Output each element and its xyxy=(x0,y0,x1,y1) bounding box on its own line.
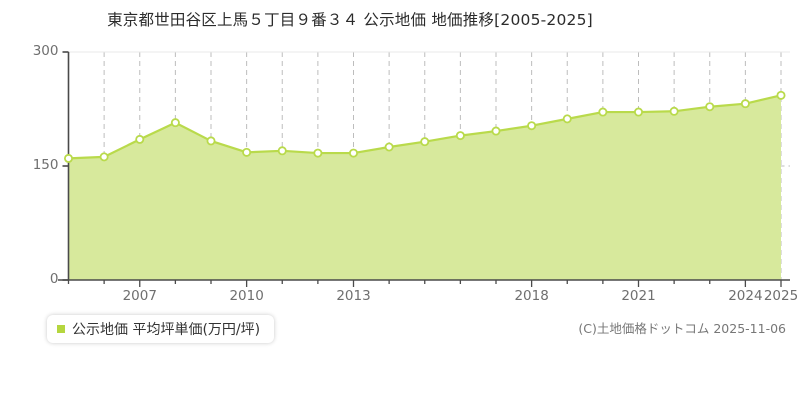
data-point-marker[interactable] xyxy=(740,99,750,109)
data-point-marker[interactable] xyxy=(277,146,287,156)
data-point-marker[interactable] xyxy=(206,136,216,146)
y-axis-tick-label: 150 xyxy=(32,157,59,173)
data-point-marker[interactable] xyxy=(705,102,715,112)
data-point-marker[interactable] xyxy=(135,134,145,144)
copyright-credit: (C)土地価格ドットコム 2025-11-06 xyxy=(578,321,786,336)
data-point-marker[interactable] xyxy=(64,153,74,163)
data-point-marker[interactable] xyxy=(527,121,537,131)
x-axis-tick-label: 2013 xyxy=(336,288,371,304)
data-point-marker[interactable] xyxy=(313,148,323,158)
y-axis-tick-label: 0 xyxy=(49,271,59,287)
data-point-marker[interactable] xyxy=(384,142,394,152)
data-point-marker[interactable] xyxy=(634,107,644,117)
data-point-marker[interactable] xyxy=(99,152,109,162)
x-axis-tick-label: 2025 xyxy=(763,288,799,304)
data-point-marker[interactable] xyxy=(562,114,572,124)
data-point-marker[interactable] xyxy=(420,137,430,147)
legend-label: 公示地価 平均坪単価(万円/坪) xyxy=(72,322,261,338)
y-axis-tick-label: 300 xyxy=(32,43,59,59)
chart-legend: 公示地価 平均坪単価(万円/坪) xyxy=(47,315,275,343)
y-axis-ticks xyxy=(62,51,69,281)
series-area-fill xyxy=(68,95,781,280)
x-axis-tick-label: 2024 xyxy=(728,288,763,304)
x-axis-tick-label: 2007 xyxy=(122,288,157,304)
data-point-marker[interactable] xyxy=(598,107,608,117)
data-point-marker[interactable] xyxy=(776,90,786,100)
x-axis-tick-label: 2010 xyxy=(229,288,264,304)
data-point-markers xyxy=(64,90,786,163)
data-point-marker[interactable] xyxy=(669,106,679,116)
x-axis-tick-label: 2018 xyxy=(514,288,549,304)
data-point-marker[interactable] xyxy=(170,118,180,128)
x-axis-tick-label: 2021 xyxy=(621,288,656,304)
data-point-marker[interactable] xyxy=(491,126,501,136)
x-axis-ticks xyxy=(67,280,782,287)
legend-swatch-icon xyxy=(57,325,65,333)
data-point-marker[interactable] xyxy=(455,131,465,141)
data-point-marker[interactable] xyxy=(348,148,358,158)
page-title: 東京都世田谷区上馬５丁目９番３４ 公示地価 地価推移[2005-2025] xyxy=(107,11,593,29)
data-point-marker[interactable] xyxy=(242,147,252,157)
